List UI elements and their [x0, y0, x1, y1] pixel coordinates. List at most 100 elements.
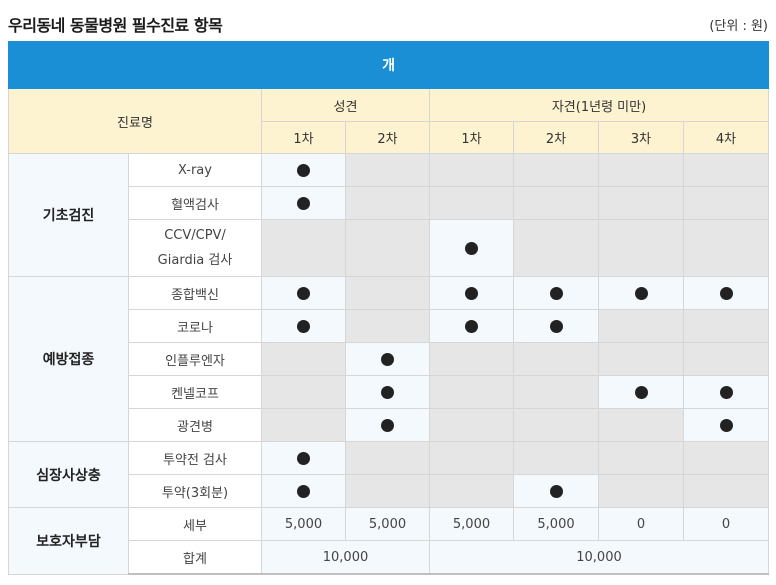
- cost-value: 0: [682, 507, 770, 541]
- empty-cell: [598, 219, 684, 277]
- table-row: 켄넬코프: [9, 375, 770, 409]
- check-cell: [261, 186, 346, 220]
- item-label: 인플루엔자: [128, 342, 262, 376]
- check-cell: [682, 276, 770, 310]
- check-cell: [429, 309, 514, 343]
- empty-cell: [598, 153, 684, 187]
- header-dose: 2차: [513, 121, 599, 154]
- check-dot-icon: [634, 385, 648, 399]
- check-cell: [345, 342, 430, 376]
- item-label: X-ray: [128, 153, 262, 187]
- check-cell: [682, 408, 770, 442]
- check-cell: [682, 375, 770, 409]
- table-row: 인플루엔자: [9, 342, 770, 376]
- item-label: 종합백신: [128, 276, 262, 310]
- treatment-table: 개 진료명 성견 자견(1년령 미만) 1차 2차 1차 2차 3차 4차 기초…: [7, 41, 770, 575]
- check-dot-icon: [719, 418, 733, 432]
- header-puppy: 자견(1년령 미만): [428, 88, 770, 122]
- check-dot-icon: [297, 484, 310, 498]
- empty-cell: [429, 186, 514, 220]
- check-dot-icon: [381, 352, 394, 366]
- empty-cell: [682, 441, 770, 475]
- empty-cell: [598, 342, 684, 376]
- empty-cell: [682, 219, 770, 277]
- check-dot-icon: [549, 319, 563, 333]
- item-label: 혈액검사: [128, 186, 262, 220]
- empty-cell: [682, 309, 770, 343]
- header-adult-dog: 성견: [261, 88, 430, 122]
- total-adult: 10,000: [261, 540, 430, 575]
- check-cell: [513, 276, 599, 310]
- header-dose: 3차: [598, 121, 684, 154]
- empty-cell: [513, 186, 599, 220]
- item-label: 세부: [128, 507, 262, 541]
- check-cell: [261, 441, 346, 475]
- cost-value: 5,000: [429, 507, 514, 541]
- empty-cell: [682, 186, 770, 220]
- item-label-line: Giardia 검사: [157, 253, 233, 268]
- check-cell: [598, 375, 684, 409]
- check-dot-icon: [549, 484, 563, 498]
- empty-cell: [513, 342, 599, 376]
- cost-value: 5,000: [345, 507, 430, 541]
- check-dot-icon: [297, 163, 310, 177]
- category-heartworm: 심장사상충: [8, 441, 129, 508]
- item-label: 켄넬코프: [128, 375, 262, 409]
- empty-cell: [261, 342, 346, 376]
- cost-value: 5,000: [261, 507, 346, 541]
- empty-cell: [598, 309, 684, 343]
- header-dose: 2차: [345, 121, 430, 154]
- empty-cell: [429, 375, 514, 409]
- total-puppy: 10,000: [428, 540, 770, 575]
- item-label: 광견병: [128, 408, 262, 442]
- table-row: 기초검진 X-ray: [8, 153, 770, 277]
- check-dot-icon: [297, 451, 310, 465]
- item-label: 투약전 검사: [128, 441, 262, 475]
- table-row: 혈액검사: [9, 186, 770, 220]
- check-dot-icon: [381, 385, 394, 399]
- check-cell: [513, 309, 599, 343]
- check-cell: [261, 474, 346, 508]
- check-cell: [345, 408, 430, 442]
- check-cell: [429, 219, 514, 277]
- check-dot-icon: [465, 319, 478, 333]
- empty-cell: [682, 153, 770, 187]
- empty-cell: [598, 186, 684, 220]
- empty-cell: [345, 276, 430, 310]
- empty-cell: [513, 408, 599, 442]
- check-dot-icon: [297, 196, 310, 210]
- empty-cell: [598, 474, 684, 508]
- table-row: 예방접종 종합백신: [8, 276, 770, 442]
- empty-cell: [513, 375, 599, 409]
- cost-value: 5,000: [513, 507, 599, 541]
- empty-cell: [345, 474, 430, 508]
- empty-cell: [682, 474, 770, 508]
- unit-label: (단위 : 원): [709, 19, 768, 34]
- check-cell: [429, 276, 514, 310]
- empty-cell: [345, 186, 430, 220]
- empty-cell: [429, 441, 514, 475]
- empty-cell: [261, 375, 346, 409]
- table-row: 코로나: [9, 309, 770, 343]
- empty-cell: [345, 153, 430, 187]
- item-label: 투약(3회분): [128, 474, 262, 508]
- empty-cell: [598, 441, 684, 475]
- table-row: 합계 10,000 10,000: [9, 540, 770, 575]
- header: 우리동네 동물병원 필수진료 항목 (단위 : 원): [8, 0, 768, 40]
- empty-cell: [513, 441, 599, 475]
- empty-cell: [682, 342, 770, 376]
- empty-cell: [429, 153, 514, 187]
- table-row: 심장사상충 투약전 검사: [8, 441, 770, 508]
- table-row: 보호자부담 세부 5,000 5,000 5,000 5,000 0 0: [8, 507, 770, 575]
- check-cell: [261, 153, 346, 187]
- empty-cell: [513, 219, 599, 277]
- check-cell: [261, 276, 346, 310]
- item-label: 코로나: [128, 309, 262, 343]
- table-row: 광견병: [9, 408, 770, 442]
- check-dot-icon: [465, 286, 478, 300]
- category-vaccination: 예방접종: [8, 276, 129, 442]
- empty-cell: [345, 219, 430, 277]
- empty-cell: [261, 219, 346, 277]
- cost-value: 0: [598, 507, 684, 541]
- check-cell: [345, 375, 430, 409]
